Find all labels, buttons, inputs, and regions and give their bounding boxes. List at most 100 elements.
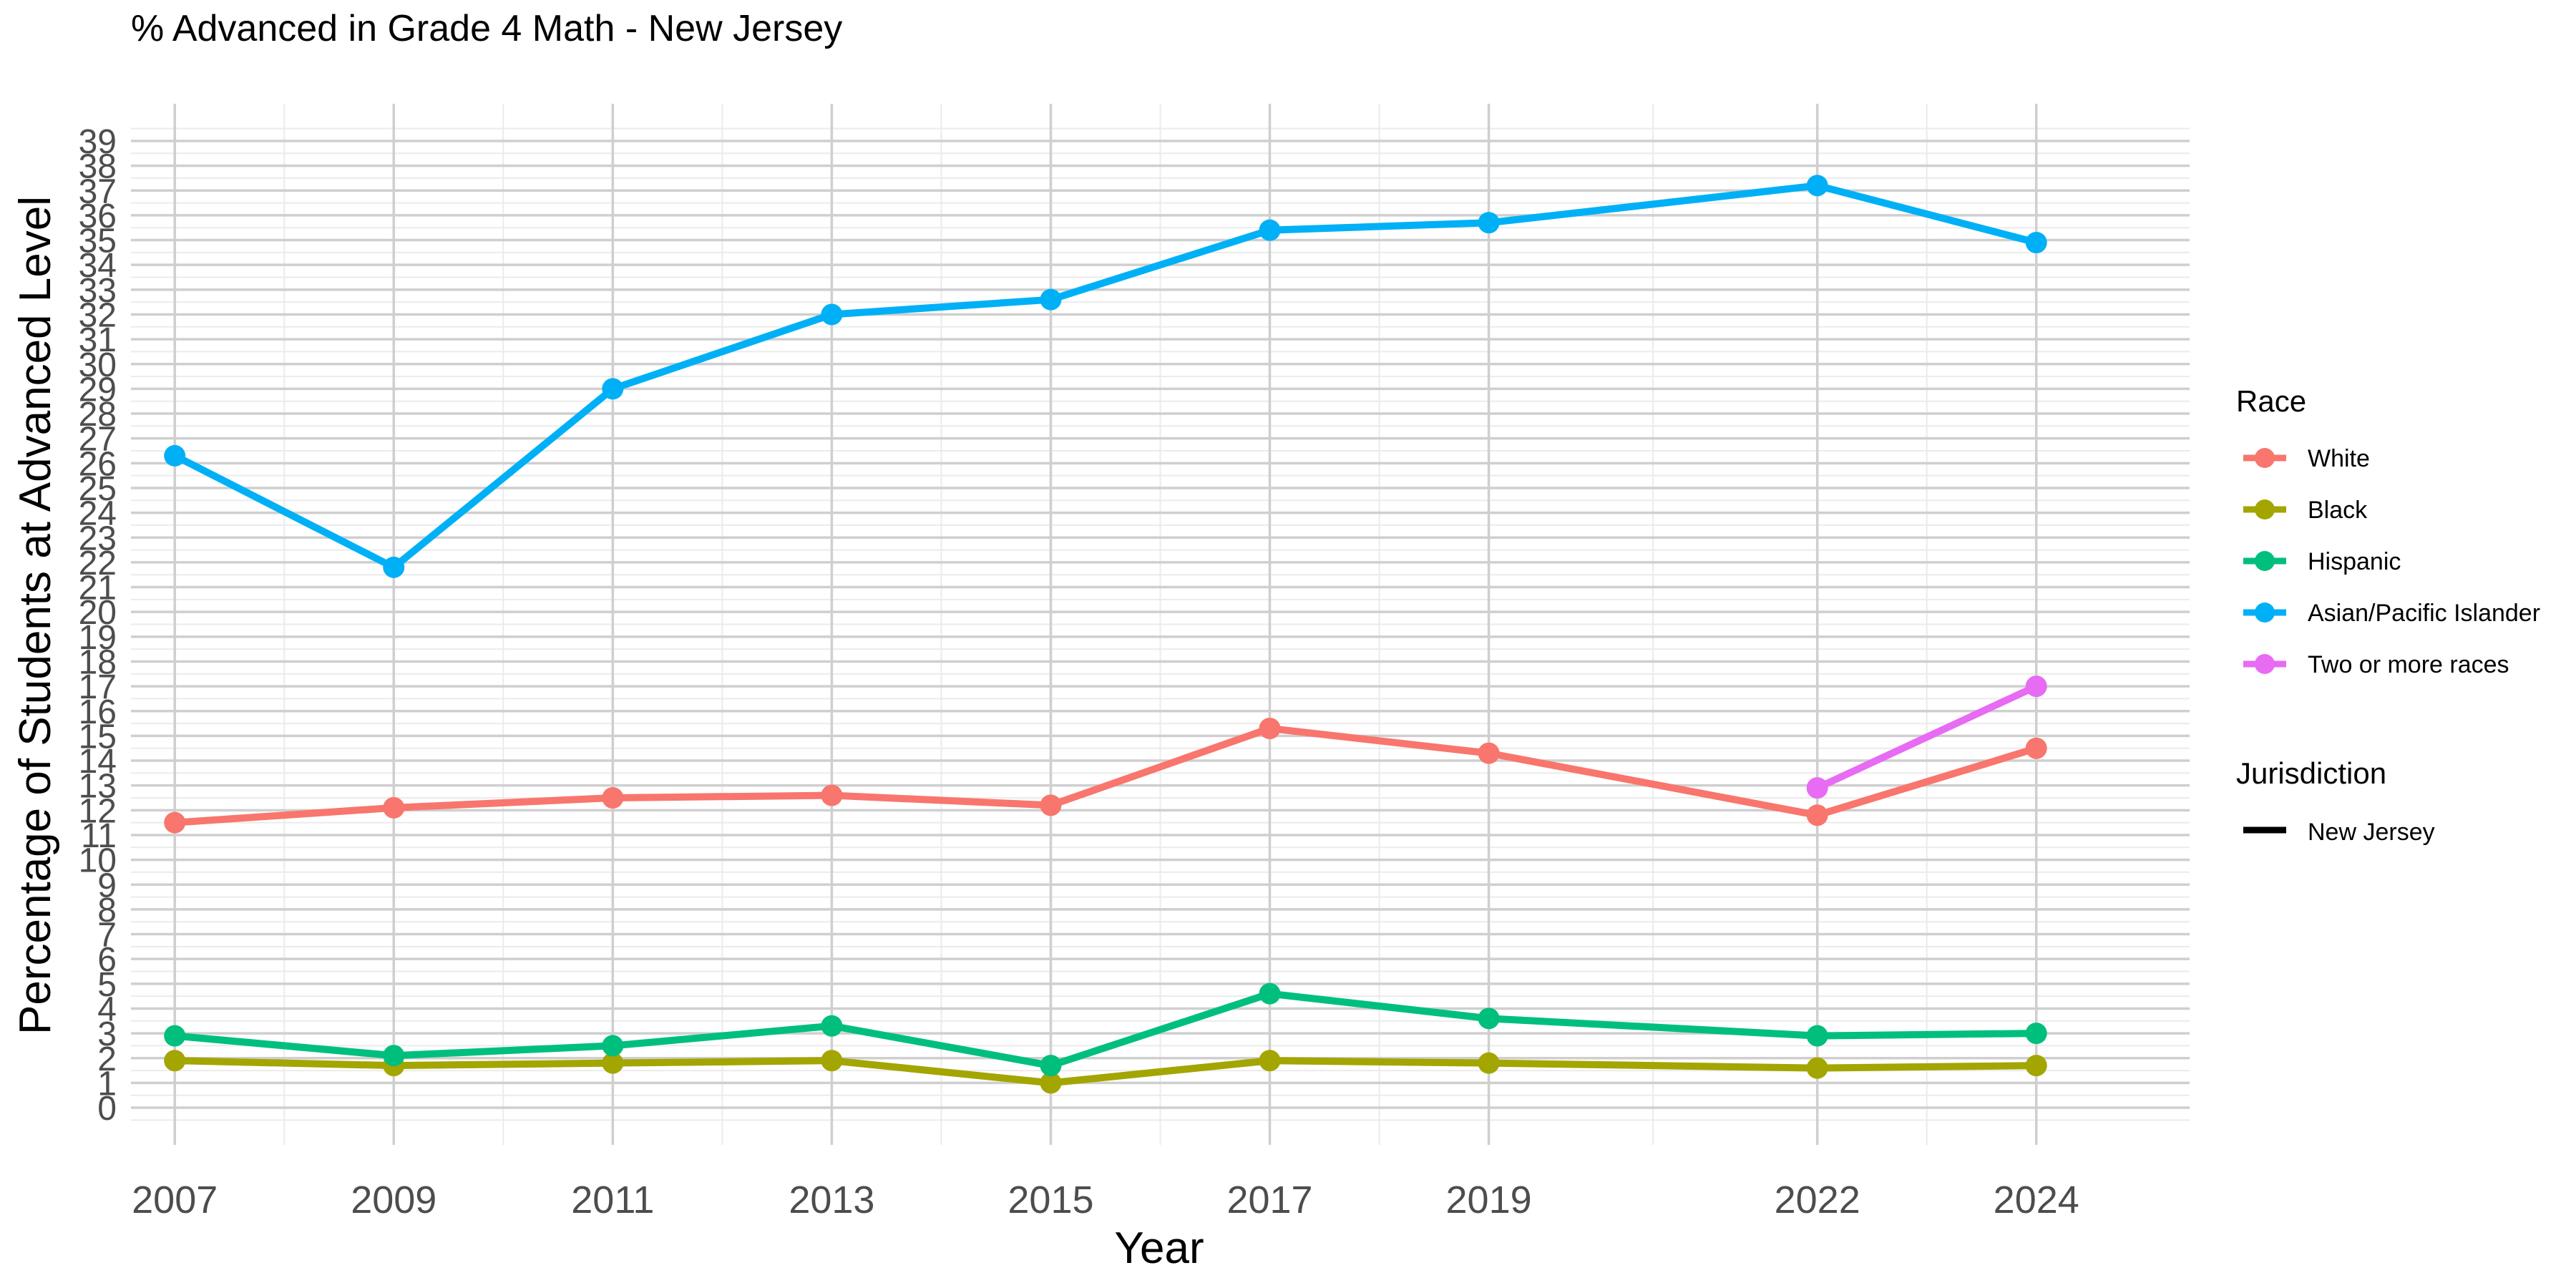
data-point-hispanic (1040, 1055, 1062, 1077)
data-point-black (164, 1050, 186, 1072)
y-tick-label: 15 (79, 718, 117, 756)
series-two-or-more-races (1806, 675, 2047, 799)
data-point-hispanic (602, 1035, 624, 1057)
y-tick-label: 21 (79, 570, 117, 608)
y-tick-label: 23 (79, 519, 117, 557)
y-tick-label: 32 (79, 296, 117, 334)
data-point-asian-pacific-islander (1478, 212, 1500, 234)
y-tick-label: 4 (97, 990, 117, 1028)
data-point-asian-pacific-islander (2025, 232, 2047, 253)
data-point-hispanic (1259, 982, 1281, 1005)
legend-label: Hispanic (2308, 548, 2401, 575)
data-point-black (1478, 1052, 1500, 1074)
y-tick-label: 22 (79, 545, 117, 582)
x-tick-label: 2009 (351, 1179, 436, 1221)
y-tick-label: 8 (97, 892, 117, 930)
legend: Race White Black Hispanic Asian/Pacific Isl… (2236, 384, 2540, 846)
y-tick-label: 2 (97, 1040, 117, 1078)
x-tick-label: 2015 (1008, 1179, 1093, 1221)
y-tick-label: 6 (97, 941, 117, 979)
y-tick-label: 10 (79, 842, 117, 880)
data-point-black (821, 1050, 843, 1072)
legend-label: Black (2308, 497, 2368, 524)
legend-label: White (2308, 445, 2370, 472)
legend-key-point (2255, 602, 2275, 623)
data-point-white (2025, 737, 2047, 759)
x-tick-label: 2007 (132, 1179, 218, 1221)
data-point-asian-pacific-islander (821, 303, 843, 326)
y-tick-label: 36 (79, 197, 117, 235)
x-tick-label: 2011 (571, 1179, 654, 1221)
y-tick-label: 18 (79, 643, 117, 681)
y-tick-label: 13 (79, 768, 117, 806)
legend-label: Two or more races (2308, 651, 2509, 678)
data-point-white (1040, 794, 1062, 816)
y-axis-ticks: 0123456789101112131415161718192021222324… (79, 123, 117, 1128)
x-tick-label: 2013 (789, 1179, 874, 1221)
y-tick-label: 17 (79, 668, 117, 706)
y-tick-label: 0 (97, 1090, 117, 1128)
y-tick-label: 28 (79, 396, 117, 434)
y-tick-label: 3 (97, 1015, 117, 1053)
x-tick-label: 2017 (1226, 1179, 1312, 1221)
x-tick-label: 2019 (1446, 1179, 1532, 1221)
grid-minor (131, 104, 2190, 1145)
y-tick-label: 27 (79, 421, 117, 459)
data-point-white (383, 796, 405, 819)
series-layer (164, 175, 2047, 1094)
data-point-asian-pacific-islander (164, 444, 186, 467)
y-tick-label: 1 (97, 1065, 117, 1103)
legend-item-hispanic: Hispanic (2243, 548, 2401, 575)
series-hispanic (164, 982, 2047, 1077)
y-tick-label: 25 (79, 470, 117, 508)
y-axis-label: Percentage of Students at Advanced Level (11, 196, 60, 1035)
data-point-black (2025, 1055, 2047, 1077)
y-tick-label: 34 (79, 247, 117, 285)
legend-item-white: White (2243, 445, 2370, 472)
y-tick-label: 39 (79, 123, 117, 161)
data-point-two-or-more-races (2025, 675, 2047, 698)
chart-title: % Advanced in Grade 4 Math - New Jersey (131, 8, 842, 49)
legend-race-items: White Black Hispanic Asian/Pacific Islander… (2243, 445, 2540, 678)
y-tick-label: 14 (79, 743, 117, 781)
y-tick-label: 7 (97, 917, 117, 955)
x-axis-ticks: 2007 2009 2011 2013 2015 2017 2019 2022 2024 (132, 1179, 2079, 1221)
data-point-hispanic (821, 1015, 843, 1037)
series-white (164, 718, 2047, 834)
data-point-black (602, 1052, 624, 1074)
series-line-two-or-more-races (1815, 683, 2038, 791)
data-point-hispanic (164, 1025, 186, 1047)
grid-major (131, 104, 2190, 1145)
y-tick-label: 12 (79, 792, 117, 830)
legend-key-point (2255, 448, 2275, 468)
series-black (164, 1050, 2047, 1094)
data-point-hispanic (383, 1045, 405, 1067)
y-tick-label: 5 (97, 966, 117, 1004)
y-tick-label: 11 (81, 817, 117, 855)
data-point-asian-pacific-islander (602, 378, 624, 400)
legend-item-asian-pacific-islander: Asian/Pacific Islander (2243, 600, 2540, 627)
data-point-white (1478, 742, 1500, 764)
legend-key-point (2255, 551, 2275, 571)
data-point-hispanic (1806, 1025, 1828, 1047)
y-tick-label: 33 (79, 272, 117, 310)
legend-title-jurisdiction: Jurisdiction (2236, 756, 2386, 790)
data-point-white (164, 811, 186, 834)
y-tick-label: 26 (79, 445, 117, 483)
data-point-white (1259, 718, 1281, 739)
data-point-asian-pacific-islander (383, 556, 405, 578)
legend-label: Asian/Pacific Islander (2308, 600, 2540, 627)
data-point-hispanic (1478, 1008, 1500, 1030)
y-tick-label: 31 (79, 321, 117, 359)
y-tick-label: 20 (79, 594, 117, 632)
legend-label-jurisdiction: New Jersey (2308, 819, 2435, 846)
legend-item-black: Black (2243, 497, 2368, 524)
legend-key-point (2255, 654, 2275, 674)
data-point-hispanic (2025, 1023, 2047, 1045)
legend-key-point (2255, 499, 2275, 519)
y-tick-label: 29 (79, 371, 117, 409)
data-point-black (1259, 1050, 1281, 1072)
x-axis-label: Year (1114, 1224, 1204, 1273)
y-tick-label: 37 (79, 172, 117, 210)
